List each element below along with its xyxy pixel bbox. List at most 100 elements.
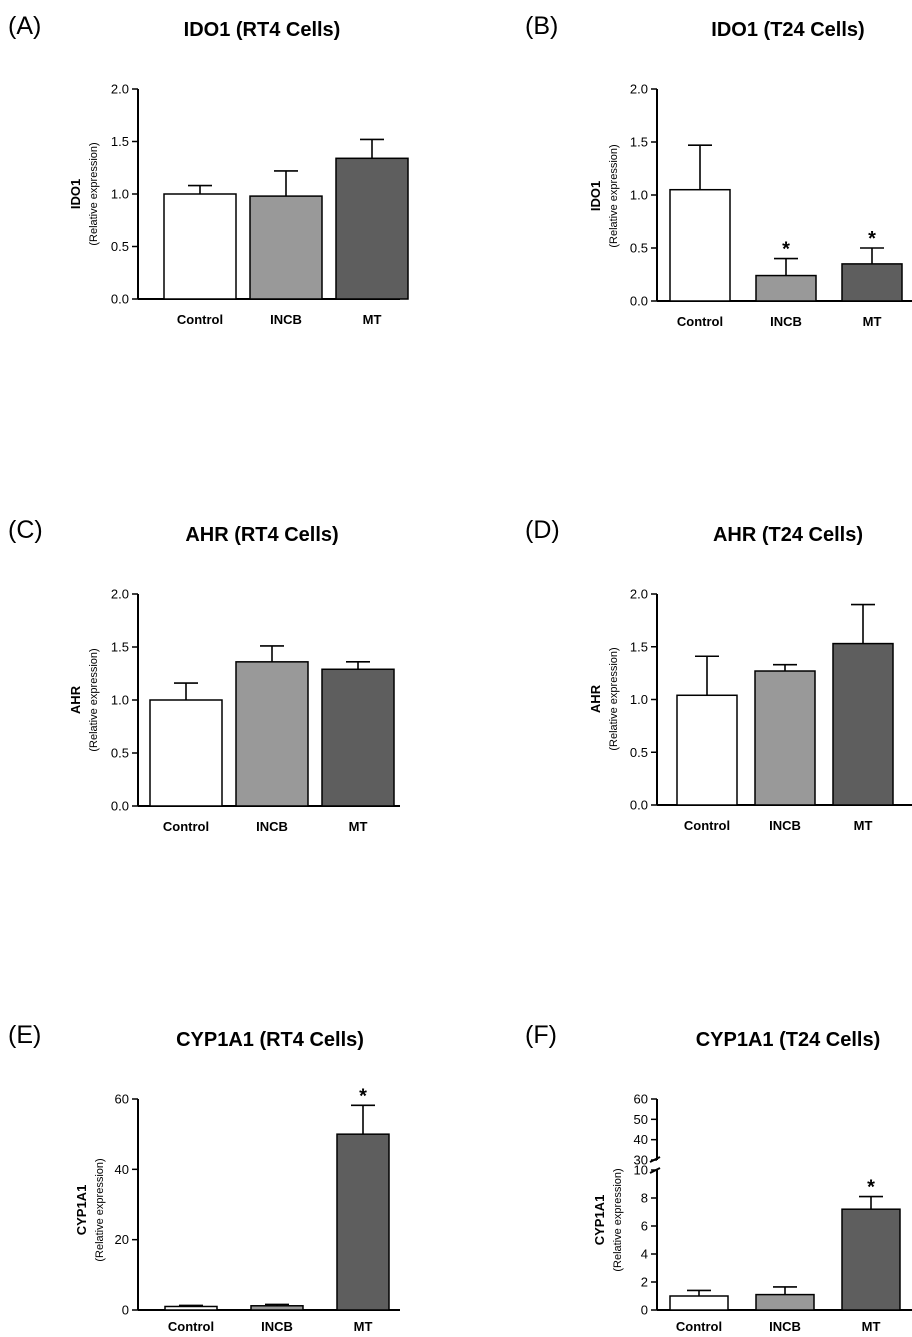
x-tick-label: Control [684, 818, 730, 833]
chart-title: AHR (T24 Cells) [713, 524, 863, 546]
y-tick-label: 1.5 [630, 639, 648, 654]
y-tick-label: 0.0 [111, 292, 129, 307]
y-tick-label: 60 [115, 1092, 129, 1107]
plot-area: 0.0 0.5 1.0 1.5 2.0 Control INCB MT [111, 82, 409, 327]
y-tick-label: 10 [634, 1163, 648, 1178]
panel-label: (D) [525, 516, 560, 544]
bar [249, 195, 323, 300]
x-tick-label: MT [349, 819, 368, 834]
y-tick-label: 1.0 [111, 187, 129, 202]
plot-area: 0.0 0.5 1.0 1.5 2.0 Control INCB MT [111, 587, 400, 834]
x-tick-label: MT [363, 312, 382, 327]
y-tick-label: 4 [641, 1247, 648, 1262]
panel-label: (A) [8, 12, 41, 40]
bar [676, 694, 738, 806]
panel-label: (B) [525, 12, 558, 40]
chart-title: AHR (RT4 Cells) [185, 524, 338, 546]
y-tick-label: 0.5 [630, 241, 648, 256]
y-tick-label: 1.0 [111, 693, 129, 708]
x-tick-label: INCB [769, 1319, 801, 1334]
bar [164, 1305, 218, 1311]
bar [755, 274, 817, 302]
panel-a: (A) IDO1 (RT4 Cells) IDO1 (Relative expr… [8, 12, 409, 327]
bar [755, 1293, 815, 1311]
bar [841, 1208, 901, 1311]
bar [832, 642, 894, 806]
y-tick-label: 0.5 [111, 239, 129, 254]
y-axis-sublabel: (Relative expression) [94, 1158, 106, 1261]
y-axis-sublabel: (Relative expression) [88, 648, 100, 751]
x-tick-label: Control [676, 1319, 722, 1334]
y-axis-label: CYP1A1 [74, 1185, 89, 1236]
y-axis-sublabel: (Relative expression) [612, 1168, 624, 1271]
y-tick-label: 1.0 [630, 188, 648, 203]
bar [321, 668, 395, 807]
panel-c: (C) AHR (RT4 Cells) AHR (Relative expres… [8, 516, 400, 834]
x-tick-label: INCB [770, 314, 802, 329]
x-tick-label: INCB [769, 818, 801, 833]
chart-title: IDO1 (RT4 Cells) [184, 19, 341, 41]
bar [841, 263, 903, 302]
bar [336, 1133, 390, 1311]
y-tick-label: 0 [122, 1303, 129, 1318]
y-tick-label: 60 [634, 1092, 648, 1107]
y-tick-label: 0.5 [111, 746, 129, 761]
panel-label: (C) [8, 516, 43, 544]
y-tick-label: 1.5 [630, 135, 648, 150]
chart-title: CYP1A1 (RT4 Cells) [176, 1029, 364, 1051]
significance-marker: * [782, 239, 790, 261]
panel-label: (E) [8, 1021, 41, 1049]
y-axis-sublabel: (Relative expression) [608, 144, 620, 247]
y-tick-label: 30 [634, 1153, 648, 1168]
y-tick-label: 0.0 [630, 798, 648, 813]
plot-area: 0.0 0.5 1.0 1.5 2.0 Control INCB MT [630, 587, 912, 833]
x-tick-label: Control [163, 819, 209, 834]
x-tick-label: MT [862, 1319, 881, 1334]
chart-title: CYP1A1 (T24 Cells) [696, 1029, 881, 1051]
y-tick-label: 0.0 [630, 294, 648, 309]
y-tick-label: 20 [115, 1232, 129, 1247]
y-tick-label: 2 [641, 1275, 648, 1290]
y-tick-label: 2.0 [111, 82, 129, 97]
plot-area: 0.0 0.5 1.0 1.5 2.0 Control INCB * MT * [630, 82, 912, 329]
panel-label: (F) [525, 1021, 557, 1049]
y-axis-label: IDO1 [588, 181, 603, 211]
y-tick-label: 50 [634, 1112, 648, 1127]
significance-marker: * [867, 1177, 875, 1199]
x-tick-label: MT [863, 314, 882, 329]
y-tick-label: 40 [115, 1162, 129, 1177]
bar [149, 699, 223, 807]
x-tick-label: MT [354, 1319, 373, 1334]
significance-marker: * [868, 228, 876, 250]
y-tick-label: 1.5 [111, 640, 129, 655]
significance-marker: * [359, 1085, 367, 1107]
y-tick-label: 0.5 [630, 745, 648, 760]
y-tick-label: 1.0 [630, 692, 648, 707]
x-tick-label: Control [168, 1319, 214, 1334]
x-tick-label: INCB [256, 819, 288, 834]
panel-b: (B) IDO1 (T24 Cells) IDO1 (Relative expr… [525, 12, 912, 329]
chart-title: IDO1 (T24 Cells) [711, 19, 864, 41]
y-axis-sublabel: (Relative expression) [608, 647, 620, 750]
y-axis-label: AHR [588, 684, 603, 713]
bar [335, 157, 409, 300]
bar [669, 1295, 729, 1311]
y-tick-label: 6 [641, 1219, 648, 1234]
y-axis-sublabel: (Relative expression) [88, 142, 100, 245]
panel-d: (D) AHR (T24 Cells) AHR (Relative expres… [525, 516, 912, 833]
bar [250, 1305, 304, 1311]
panel-e: (E) CYP1A1 (RT4 Cells) CYP1A1 (Relative … [8, 1021, 400, 1334]
y-tick-label: 2.0 [630, 587, 648, 602]
bar [754, 670, 816, 806]
bar [235, 661, 309, 807]
bar [669, 188, 731, 302]
panel-f: (F) CYP1A1 (T24 Cells) CYP1A1 (Relative … [525, 1021, 912, 1334]
y-tick-label: 0 [641, 1303, 648, 1318]
y-tick-label: 1.5 [111, 134, 129, 149]
x-tick-label: INCB [261, 1319, 293, 1334]
y-tick-label: 0.0 [111, 799, 129, 814]
plot-area: 0 20 40 60 Control INCB MT * [115, 1085, 400, 1334]
y-tick-label: 8 [641, 1191, 648, 1206]
